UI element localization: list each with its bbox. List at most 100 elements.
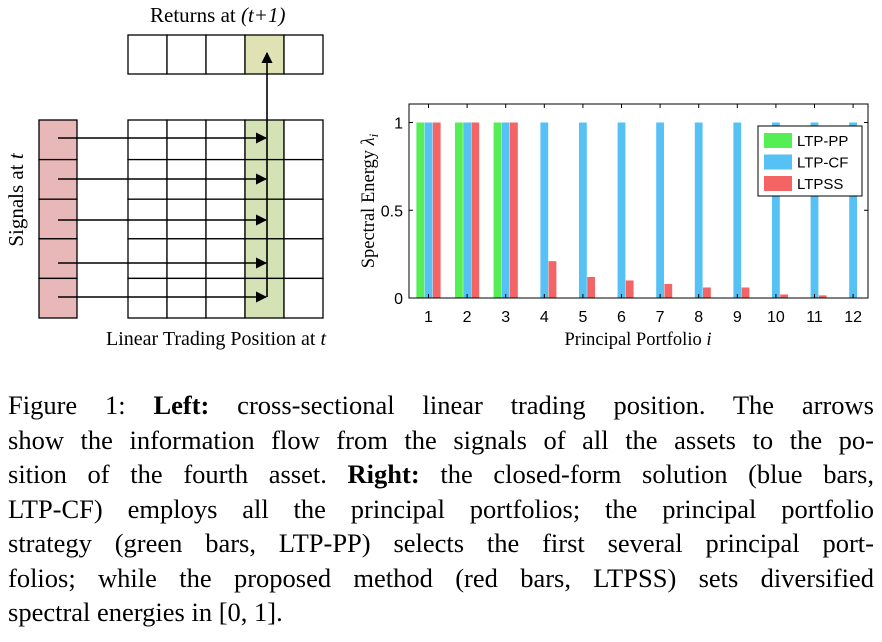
x-tick-label: 5 [578, 309, 587, 326]
bar-ltpss [780, 294, 788, 298]
position-cell [283, 277, 324, 319]
signal-cell [38, 119, 78, 161]
bar-ltp-pp [455, 122, 463, 298]
position-cell [127, 119, 168, 161]
caption-text: the closed-form solution (blue bars, [419, 459, 874, 489]
information-flow-arrows [58, 51, 273, 303]
caption-text: cross-sectional linear trading position.… [209, 390, 874, 420]
x-axis-label: Principal Portfolio i [565, 330, 712, 350]
legend-label: LTPSS [797, 176, 843, 193]
signals-column [38, 119, 78, 319]
bar-ltp-cf [501, 122, 510, 298]
chart-legend: LTP-PP LTP-CF LTPSS [757, 125, 863, 197]
legend-swatch [764, 176, 792, 191]
y-tick-label: 1 [394, 116, 403, 133]
position-cell [244, 119, 285, 161]
x-tick-label: 12 [844, 309, 862, 326]
caption-line: sition of the fourth asset. Right: the c… [8, 457, 874, 492]
figure-1: Returns at (t+1) Signals at t Linear Tra… [4, 3, 869, 350]
caption-text: spectral energies in [0, 1]. [8, 597, 283, 627]
x-tick-label: 8 [694, 309, 703, 326]
returns-cell [244, 34, 285, 75]
returns-cell [166, 34, 207, 75]
caption-text: LTP-CF) employs all the principal portfo… [8, 493, 874, 524]
x-tick-label: 10 [767, 309, 785, 326]
caption-bold-text: Right: [347, 459, 420, 489]
legend-swatch [764, 154, 792, 170]
bar-ltpss [471, 122, 480, 298]
bar-ltpss [625, 280, 634, 298]
returns-cell [205, 34, 246, 75]
returns-label: Returns at (t+1) [150, 3, 285, 27]
caption-line: folios; while the proposed method (red b… [8, 561, 874, 596]
caption-text: sition of the fourth asset. [8, 459, 348, 489]
bar-ltpss [703, 287, 711, 298]
caption-bold-text: Left: [153, 390, 210, 420]
bar-ltp-cf [733, 122, 742, 298]
position-cell [283, 158, 324, 200]
returns-cell [127, 34, 168, 75]
position-grid [127, 119, 324, 319]
plot-area-frame [408, 103, 869, 299]
position-cell [127, 198, 168, 240]
figure-caption: Figure 1: Left: cross-sectional linear t… [8, 388, 874, 630]
bar-ltp-cf [810, 122, 819, 298]
legend-label: LTP-PP [797, 133, 848, 150]
position-cell [166, 238, 207, 280]
caption-line: Figure 1: Left: cross-sectional linear t… [8, 388, 874, 423]
x-tick-label: 2 [463, 309, 472, 326]
legend-swatch [764, 133, 792, 148]
bar-ltpss [741, 287, 750, 298]
position-label: Linear Trading Position at t [106, 328, 326, 350]
bar-ltp-pp [416, 122, 425, 298]
bar-ltpss [510, 122, 518, 298]
caption-text: show the information flow from the signa… [8, 424, 874, 455]
position-cell [205, 119, 246, 161]
left-panel-diagram: Returns at (t+1) Signals at t Linear Tra… [4, 3, 326, 350]
bar-ltp-cf [694, 122, 703, 298]
bar-ltpss [548, 261, 557, 298]
position-cell [127, 238, 168, 280]
bar-ltp-cf [463, 122, 471, 298]
legend-label: LTP-CF [797, 155, 848, 172]
x-tick-label: 3 [501, 309, 510, 326]
bar-ltpss [587, 276, 595, 298]
position-cell [244, 198, 285, 240]
y-tick-label: 0.5 [381, 203, 403, 220]
bar-ltp-cf [579, 122, 587, 298]
caption-text: Figure 1: [8, 390, 154, 420]
returns-cell [283, 34, 324, 75]
position-cell [166, 198, 207, 240]
caption-line: strategy (green bars, LTP-PP) selects th… [8, 526, 874, 561]
x-tick-label: 7 [656, 309, 665, 326]
position-cell [166, 277, 207, 319]
position-cell [205, 238, 246, 280]
x-axis-ticks: 1 2 3 4 5 6 7 8 9 10 11 12 [424, 104, 862, 326]
bar-ltp-cf [772, 122, 780, 298]
bar-ltp-cf [656, 122, 664, 298]
y-tick-label: 0 [394, 291, 403, 308]
signals-label: Signals at t [4, 152, 28, 247]
bar-ltpss [664, 283, 673, 298]
caption-line: show the information flow from the signa… [8, 423, 874, 458]
position-cell [283, 119, 324, 161]
position-cell [283, 198, 324, 240]
bar-ltp-cf [540, 122, 549, 298]
x-tick-label: 9 [733, 309, 742, 326]
position-cell [283, 238, 324, 280]
position-cell [244, 277, 285, 319]
position-cell [205, 277, 246, 319]
x-tick-label: 11 [806, 309, 823, 326]
bar-ltpss [432, 122, 441, 298]
spectral-energy-chart: 00.51 1 2 3 4 5 6 7 8 9 10 11 12 Principal Portfoli… [359, 103, 869, 350]
chart-bars [416, 122, 857, 298]
signal-cell [38, 198, 78, 240]
position-cell [127, 277, 168, 319]
position-cell [205, 198, 246, 240]
signal-cell [38, 277, 78, 319]
bar-ltp-pp [493, 122, 502, 298]
position-cell [166, 119, 207, 161]
position-cell [244, 238, 285, 280]
x-tick-label: 4 [540, 309, 549, 326]
x-tick-label: 6 [617, 309, 626, 326]
